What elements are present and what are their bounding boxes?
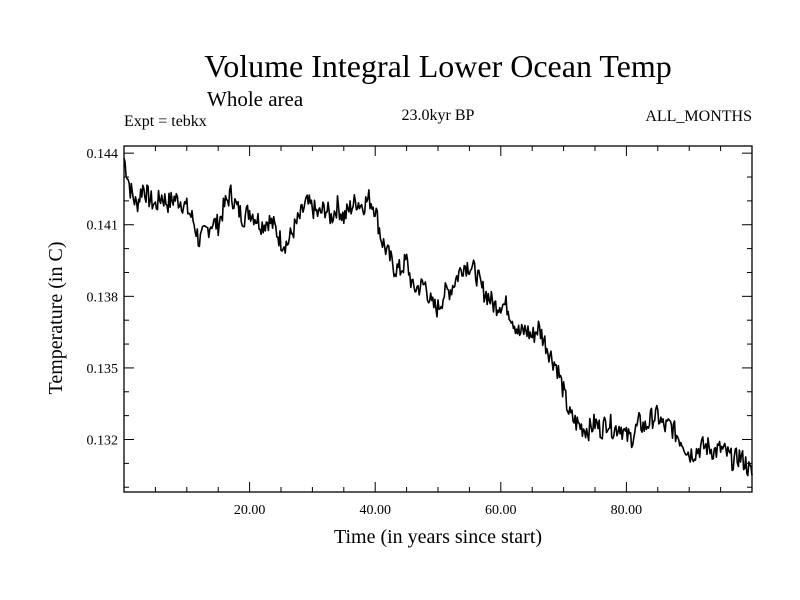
experiment-label: Expt = tebkx (124, 113, 207, 130)
x-tick-label: 60.00 (485, 503, 517, 518)
y-axis-label: Temperature (in C) (45, 242, 67, 395)
x-axis-label: Time (in years since start) (334, 526, 542, 548)
data-line-tebkx (123, 157, 753, 477)
chart-title: Volume Integral Lower Ocean Temp (204, 48, 672, 84)
x-tick-label: 40.00 (359, 503, 391, 518)
months-label: ALL_MONTHS (645, 108, 752, 125)
y-tick-label: 0.141 (87, 219, 119, 234)
period-label: 23.0kyr BP (402, 107, 475, 124)
y-tick-label: 0.132 (87, 434, 119, 449)
plot-area: 20.00 40.00 60.00 80.00 0.132 0.135 0.138 0.141… (87, 145, 753, 518)
y-tick-label: 0.135 (87, 362, 119, 377)
x-tick-label: 80.00 (611, 503, 643, 518)
y-tick-label: 0.138 (87, 290, 119, 305)
chart-subtitle: Whole area (207, 87, 304, 111)
x-tick-label: 20.00 (234, 503, 266, 518)
y-tick-label: 0.144 (87, 147, 119, 162)
plot-frame (123, 145, 753, 493)
